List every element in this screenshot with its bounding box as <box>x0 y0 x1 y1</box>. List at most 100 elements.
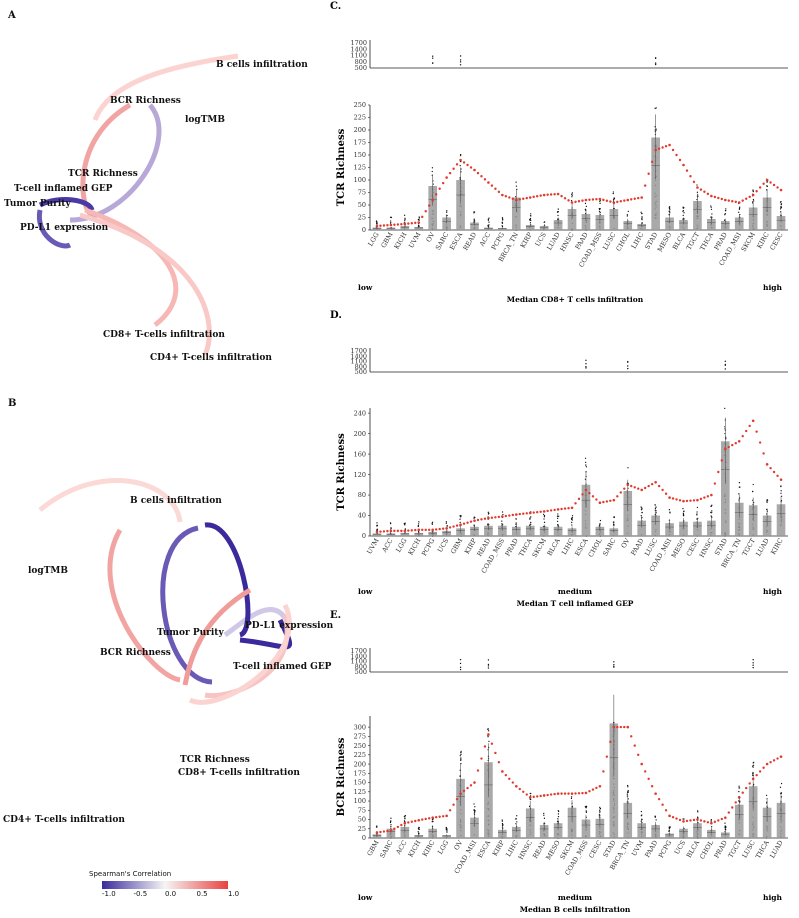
sample-point <box>779 786 782 788</box>
sample-point <box>460 515 462 517</box>
trend-point <box>539 794 542 798</box>
trend-point <box>661 488 664 492</box>
trend-point <box>581 493 584 496</box>
trend-point <box>724 198 727 202</box>
outlier-tick-label: 800 <box>355 363 367 371</box>
bar <box>442 530 451 536</box>
sample-point <box>431 170 433 173</box>
bar <box>581 214 591 230</box>
outlier-point <box>585 367 587 369</box>
trend-point <box>494 187 497 190</box>
sample-point <box>571 192 574 194</box>
sample-point <box>738 208 741 210</box>
outlier-point <box>432 55 434 57</box>
sample-point <box>724 822 726 824</box>
sample-point <box>487 511 489 513</box>
category-label: HNSC <box>698 537 715 559</box>
trend-point <box>734 200 737 204</box>
sample-point <box>488 512 490 514</box>
trend-point <box>637 753 640 757</box>
trend-point <box>410 820 413 823</box>
trend-point <box>748 195 751 199</box>
sample-point <box>752 483 754 486</box>
category-label: KICH <box>393 231 409 251</box>
sample-point <box>668 829 670 831</box>
trend-point <box>542 510 546 513</box>
sample-point <box>766 508 768 510</box>
sample-point <box>487 736 489 738</box>
trend-point <box>619 200 622 203</box>
trend-point <box>504 773 508 777</box>
outlier-point <box>752 662 754 664</box>
trend-point <box>626 198 630 202</box>
bar <box>637 520 647 536</box>
sample-point <box>501 520 503 522</box>
trend-point <box>692 818 696 822</box>
trend-point <box>452 525 455 528</box>
category-label: THCA <box>754 839 771 860</box>
category-label: LUAD <box>768 839 785 860</box>
trend-point <box>623 199 626 202</box>
sample-point <box>613 523 615 525</box>
trend-point <box>751 777 755 781</box>
trend-point <box>403 821 407 825</box>
category-label: MESO <box>670 537 688 559</box>
trend-point <box>720 197 724 201</box>
arc-b-pdl1-gep <box>223 607 288 638</box>
outlier-point <box>459 55 462 57</box>
sample-point <box>724 214 726 216</box>
trend-point <box>650 160 654 164</box>
sample-point <box>669 212 671 214</box>
sample-point <box>446 831 448 833</box>
outlier-point <box>459 666 462 669</box>
node-a-tcr: TCR Richness <box>68 169 138 179</box>
sample-point <box>556 211 559 213</box>
bar <box>400 532 410 536</box>
trend-point <box>772 183 776 187</box>
trend-point <box>581 791 584 795</box>
trend-point <box>717 196 720 200</box>
outlier-tick-label: 800 <box>355 663 367 671</box>
trend-point <box>522 790 525 793</box>
sample-point <box>557 816 560 818</box>
outlier-point <box>459 668 462 671</box>
category-label: SKCM <box>740 231 757 253</box>
trend-point <box>748 782 751 785</box>
trend-point <box>675 498 678 501</box>
sample-point <box>696 511 698 513</box>
bar <box>567 528 577 536</box>
category-label: UVM <box>407 231 423 250</box>
trend-point <box>410 222 413 225</box>
bar <box>525 808 535 838</box>
bar <box>637 823 647 838</box>
sample-point <box>641 511 643 514</box>
bar <box>651 825 660 838</box>
trend-point <box>699 497 703 501</box>
bar <box>428 828 438 838</box>
trend-point <box>574 502 577 505</box>
sample-point <box>529 219 531 221</box>
sample-point <box>710 208 713 211</box>
x-axis-title: Median B cells infiltration <box>520 905 631 914</box>
sample-point <box>626 215 628 217</box>
bar <box>525 525 535 536</box>
trend-point <box>459 523 462 527</box>
trend-point <box>532 195 535 199</box>
sample-point <box>543 516 546 518</box>
sample-point <box>641 217 643 220</box>
trend-point <box>710 194 713 198</box>
trend-point <box>689 499 692 502</box>
sample-point <box>556 520 559 523</box>
trend-point <box>501 515 504 518</box>
sample-point <box>682 214 684 217</box>
sample-point <box>571 194 573 196</box>
trend-point <box>724 447 727 451</box>
sample-point <box>543 812 545 815</box>
trend-point <box>737 439 741 443</box>
category-label: BLCA <box>546 537 562 558</box>
sample-point <box>473 517 475 519</box>
category-label: PCPG <box>420 537 436 557</box>
sample-point <box>570 796 573 798</box>
sample-point <box>571 515 574 517</box>
